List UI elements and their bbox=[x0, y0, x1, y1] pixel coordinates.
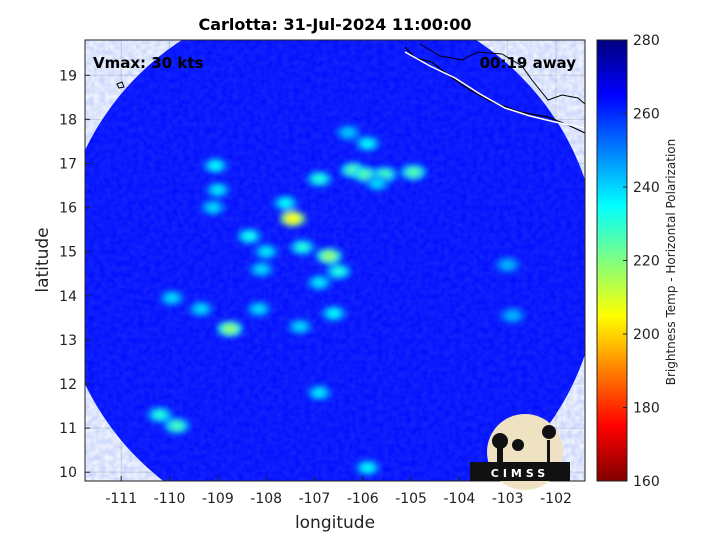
plot-frame bbox=[84, 39, 586, 482]
cold-core bbox=[169, 420, 184, 431]
cold-core bbox=[210, 184, 225, 195]
state-border bbox=[419, 43, 585, 105]
cold-core bbox=[326, 308, 341, 319]
cold-core bbox=[406, 167, 421, 178]
dish-stand-icon bbox=[497, 446, 503, 462]
cold-core bbox=[164, 292, 179, 303]
y-tick-label: 16 bbox=[59, 201, 77, 217]
y-tick-label: 15 bbox=[59, 245, 77, 261]
cold-core bbox=[295, 242, 310, 253]
logo-ground bbox=[470, 462, 570, 481]
cold-core bbox=[193, 304, 208, 315]
x-tick-label: -107 bbox=[299, 491, 331, 507]
x-tick-label: -111 bbox=[105, 491, 137, 507]
colorbar-tick-label: 220 bbox=[633, 254, 660, 270]
cold-core bbox=[312, 277, 327, 288]
cold-core bbox=[278, 198, 293, 209]
water-tower-leg-icon bbox=[547, 440, 550, 462]
vmax-label: Vmax: 30 kts bbox=[93, 54, 203, 72]
dish-icon-small bbox=[512, 439, 524, 451]
colorbar bbox=[596, 39, 628, 482]
cold-core bbox=[292, 321, 307, 332]
cold-core bbox=[152, 409, 167, 420]
x-tick-label: -104 bbox=[444, 491, 476, 507]
cold-core bbox=[321, 251, 336, 262]
cold-core bbox=[208, 160, 223, 171]
colorbar-tick-label: 260 bbox=[633, 107, 660, 123]
x-tick-label: -105 bbox=[395, 491, 427, 507]
colorbar-label: Brightness Temp - Horizontal Polarizatio… bbox=[664, 139, 678, 386]
cold-core bbox=[360, 462, 375, 473]
cold-core bbox=[341, 127, 356, 138]
y-tick-label: 17 bbox=[59, 156, 77, 172]
cold-core bbox=[331, 266, 346, 277]
logo-text: CIMSS bbox=[491, 467, 549, 480]
x-tick-label: -103 bbox=[492, 491, 524, 507]
colorbar-tick-label: 280 bbox=[633, 33, 660, 49]
coastline bbox=[404, 46, 585, 134]
x-axis-label: longitude bbox=[295, 513, 375, 533]
y-tick-label: 14 bbox=[59, 289, 77, 305]
cold-core bbox=[206, 202, 221, 213]
y-tick-label: 18 bbox=[59, 112, 77, 128]
cold-core bbox=[259, 246, 274, 257]
cold-core bbox=[251, 304, 266, 315]
water-tower-icon bbox=[542, 425, 556, 439]
y-axis-ticks: 10 11 12 13 14 15 16 17 18 19 bbox=[59, 68, 90, 481]
cold-core bbox=[360, 138, 375, 149]
cold-cores bbox=[146, 124, 526, 476]
cold-core bbox=[285, 213, 300, 224]
coastline-white bbox=[404, 51, 585, 129]
island-outline bbox=[116, 81, 125, 89]
x-tick-label: -109 bbox=[202, 491, 234, 507]
cold-core bbox=[370, 178, 385, 189]
dish-icon bbox=[492, 433, 508, 449]
cold-core bbox=[358, 169, 373, 180]
y-tick-label: 12 bbox=[59, 377, 77, 393]
cold-core bbox=[505, 310, 520, 321]
x-tick-label: -108 bbox=[250, 491, 282, 507]
y-tick-label: 13 bbox=[59, 333, 77, 349]
y-axis-label: latitude bbox=[33, 227, 53, 292]
x-tick-label: -102 bbox=[540, 491, 572, 507]
cold-core bbox=[254, 264, 269, 275]
chart-title: Carlotta: 31-Jul-2024 11:00:00 bbox=[198, 15, 471, 34]
y-tick-label: 19 bbox=[59, 68, 77, 84]
x-tick-label: -106 bbox=[347, 491, 379, 507]
colorbar-ticks: 160 180 200 220 240 260 280 bbox=[623, 33, 660, 490]
x-axis-ticks: -111 -110 -109 -108 -107 -106 -105 -104 -103 -102 bbox=[105, 476, 572, 507]
colorbar-tick-label: 200 bbox=[633, 327, 660, 343]
cold-core bbox=[500, 259, 515, 270]
swath-layer bbox=[85, 40, 585, 481]
y-tick-label: 11 bbox=[59, 421, 77, 437]
cold-core bbox=[242, 231, 257, 242]
colorbar-tick-label: 180 bbox=[633, 401, 660, 417]
time-away-label: 00:19 away bbox=[480, 54, 577, 72]
cold-core bbox=[222, 323, 237, 334]
cold-core bbox=[312, 173, 327, 184]
cold-core bbox=[312, 387, 327, 398]
colorbar-tick-label: 240 bbox=[633, 180, 660, 196]
cimss-logo: CIMSS bbox=[470, 414, 570, 490]
y-tick-label: 10 bbox=[59, 465, 77, 481]
x-tick-label: -110 bbox=[154, 491, 186, 507]
colorbar-tick-label: 160 bbox=[633, 474, 660, 490]
